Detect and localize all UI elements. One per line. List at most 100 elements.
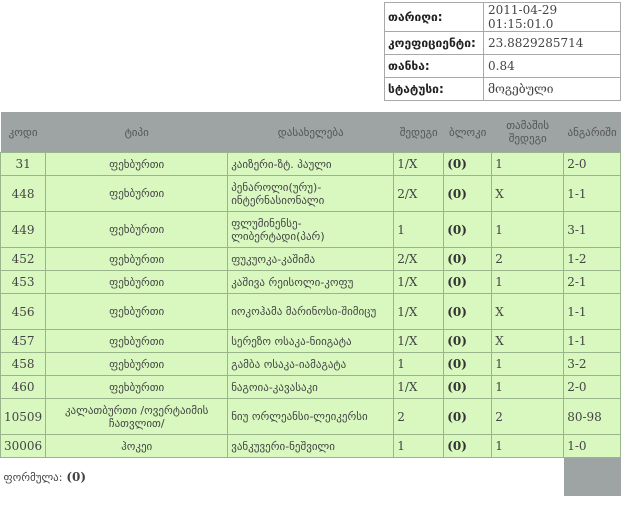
game-result: 2 <box>491 398 565 435</box>
block: (0) <box>443 398 493 435</box>
col-code: კოდი <box>0 112 46 153</box>
info-value: მოგებული <box>483 77 621 101</box>
table-row: 452 ფეხბურთი ფუკუოკა-კაშიმა 2/X (0) 2 1-… <box>0 247 621 271</box>
game-result: 1 <box>491 352 565 376</box>
type: კალათბურთი /ოვერტაიმის ჩათვლით/ <box>45 398 229 435</box>
event-name: გამბა ოსაკა-იამაგატა <box>227 352 395 376</box>
block: (0) <box>443 352 493 376</box>
game-result: 1 <box>491 211 565 248</box>
info-row: კოეფიციენტი: 23.8829285714 <box>384 31 621 55</box>
info-label: თარიღი: <box>384 2 484 32</box>
table-row: 448 ფეხბურთი პენაროლი(ურუ)-ინტერნასიონალ… <box>0 175 621 212</box>
col-type: ტიპი <box>45 112 228 153</box>
block: (0) <box>443 375 493 399</box>
block: (0) <box>443 175 493 212</box>
type: ჰოკეი <box>45 434 229 458</box>
game-result: 1 <box>491 375 565 399</box>
score: 2-0 <box>563 152 621 176</box>
event-name: ნაგოია-კავასაკი <box>227 375 395 399</box>
game-result: 2 <box>491 247 565 271</box>
bet-info-table: თარიღი: 2011-04-29 01:15:01.0 კოეფიციენტი:… <box>384 2 621 101</box>
game-result: 1 <box>491 434 565 458</box>
result: 1 <box>393 352 445 376</box>
type: ფეხბურთი <box>45 375 229 399</box>
col-result: შედეგი <box>393 112 444 153</box>
event-name: პენაროლი(ურუ)-ინტერნასიონალი <box>227 175 395 212</box>
event-name: კაიზერი-ზტ. პაული <box>227 152 395 176</box>
col-name: დასახელება <box>227 112 394 153</box>
formula-row: ფორმულა: (0) <box>0 457 621 496</box>
game-result: 1 <box>491 152 565 176</box>
table-row: 457 ფეხბურთი სერეზო ოსაკა-ნიიგატა 1/X (0… <box>0 329 621 353</box>
code: 460 <box>0 375 47 399</box>
bet-events-table: კოდი ტიპი დასახელება შედეგი ბლოკი თამაში… <box>0 112 621 496</box>
type: ფეხბურთი <box>45 247 229 271</box>
info-row: თანხა: 0.84 <box>384 54 621 78</box>
table-header-row: კოდი ტიპი დასახელება შედეგი ბლოკი თამაში… <box>0 112 621 153</box>
score: 2-1 <box>563 270 621 294</box>
event-name: ფუკუოკა-კაშიმა <box>227 247 395 271</box>
block: (0) <box>443 270 493 294</box>
game-result: X <box>491 329 565 353</box>
info-label: სტატუსი: <box>384 77 484 101</box>
table-row: 30006 ჰოკეი ვანკუვერი-ნეშვილი 1 (0) 1 1-… <box>0 434 621 458</box>
type: ფეხბურთი <box>45 211 229 248</box>
score: 3-1 <box>563 211 621 248</box>
code: 453 <box>0 270 47 294</box>
info-row: თარიღი: 2011-04-29 01:15:01.0 <box>384 2 621 32</box>
result: 2/X <box>393 247 445 271</box>
block: (0) <box>443 329 493 353</box>
type: ფეხბურთი <box>45 352 229 376</box>
score: 1-1 <box>563 175 621 212</box>
info-label: თანხა: <box>384 54 484 78</box>
result: 1/X <box>393 293 445 330</box>
table-row: 10509 კალათბურთი /ოვერტაიმის ჩათვლით/ ნი… <box>0 398 621 435</box>
info-value: 23.8829285714 <box>483 31 621 55</box>
info-value: 0.84 <box>483 54 621 78</box>
event-name: ვანკუვერი-ნეშვილი <box>227 434 395 458</box>
code: 31 <box>0 152 47 176</box>
score: 1-1 <box>563 329 621 353</box>
event-name: ფლუმინენსე-ლიბერტადი(პარ) <box>227 211 395 248</box>
score: 2-0 <box>563 375 621 399</box>
type: ფეხბურთი <box>45 270 229 294</box>
result: 1 <box>393 211 445 248</box>
result: 1/X <box>393 152 445 176</box>
game-result: X <box>491 175 565 212</box>
table-row: 31 ფეხბურთი კაიზერი-ზტ. პაული 1/X (0) 1 … <box>0 152 621 176</box>
block: (0) <box>443 152 493 176</box>
block: (0) <box>443 293 493 330</box>
formula-label: ფორმულა: <box>3 471 63 484</box>
game-result: 1 <box>491 270 565 294</box>
col-game-result: თამაშის შედეგი <box>491 112 564 153</box>
code: 452 <box>0 247 47 271</box>
type: ფეხბურთი <box>45 293 229 330</box>
score: 1-0 <box>563 434 621 458</box>
score: 1-2 <box>563 247 621 271</box>
code: 449 <box>0 211 47 248</box>
type: ფეხბურთი <box>45 152 229 176</box>
type: ფეხბურთი <box>45 329 229 353</box>
code: 30006 <box>0 434 47 458</box>
col-score: ანგარიში <box>563 112 621 153</box>
block: (0) <box>443 211 493 248</box>
event-name: ნიუ ორლეანსი-ლეიკერსი <box>227 398 395 435</box>
result: 1 <box>393 434 445 458</box>
table-row: 449 ფეხბურთი ფლუმინენსე-ლიბერტადი(პარ) 1… <box>0 211 621 248</box>
code: 457 <box>0 329 47 353</box>
table-row: 453 ფეხბურთი კაშივა რეისოლი-კოფუ 1/X (0)… <box>0 270 621 294</box>
col-block: ბლოკი <box>443 112 492 153</box>
block: (0) <box>443 434 493 458</box>
score: 3-2 <box>563 352 621 376</box>
result: 1/X <box>393 329 445 353</box>
formula: ფორმულა: (0) <box>0 457 564 496</box>
table-row: 456 ფეხბურთი იოკოჰამა მარინოსი-შიმიცუ 1/… <box>0 293 621 330</box>
info-label: კოეფიციენტი: <box>384 31 484 55</box>
result: 2 <box>393 398 445 435</box>
game-result: X <box>491 293 565 330</box>
code: 456 <box>0 293 47 330</box>
code: 448 <box>0 175 47 212</box>
event-name: იოკოჰამა მარინოსი-შიმიცუ <box>227 293 395 330</box>
result: 1/X <box>393 375 445 399</box>
table-row: 460 ფეხბურთი ნაგოია-კავასაკი 1/X (0) 1 2… <box>0 375 621 399</box>
